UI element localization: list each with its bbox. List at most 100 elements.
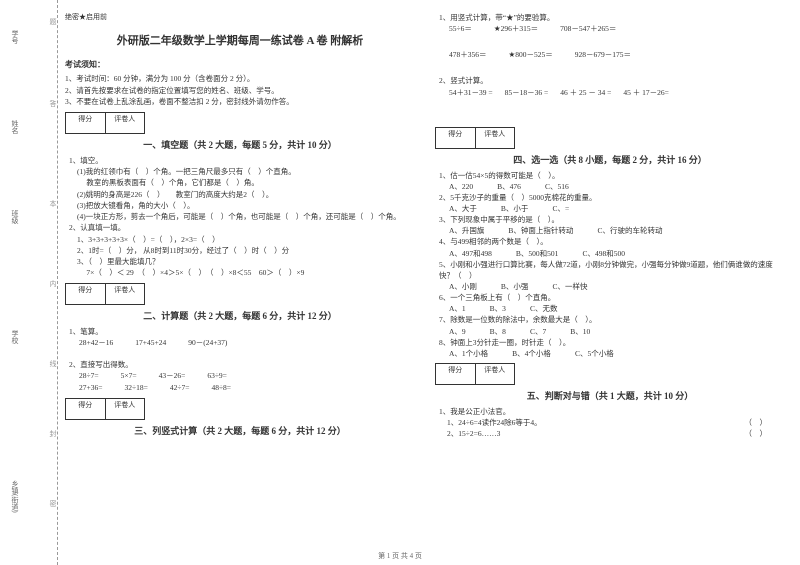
seal-mark-2: 答: [48, 100, 58, 107]
opt: C、5个小格: [575, 348, 614, 359]
opt: B、3: [490, 303, 506, 314]
opt: A、9: [449, 326, 466, 337]
s1-q1: 1、填空。: [69, 155, 415, 166]
notice-3: 3、不要在试卷上乱涂乱画，卷面不整洁扣 2 分，密封线外请勿作答。: [65, 96, 415, 108]
s5-item2-text: 2、15÷2=6……3: [447, 429, 500, 438]
opt: B、小强: [501, 281, 529, 292]
score-box-4: 得分 评卷人: [435, 127, 515, 149]
s1-q1-sub2: (2)姚明的身高是226（ ） 教室门的高度大约是2（ ）。: [77, 189, 415, 200]
section-3-title: 三、列竖式计算（共 2 大题，每题 6 分，共计 12 分）: [65, 424, 415, 437]
opt: A、220: [449, 181, 473, 192]
page-footer: 第 1 页 共 4 页: [0, 551, 800, 561]
opt: C、无数: [530, 303, 558, 314]
calc-item: 28÷7=: [79, 370, 99, 382]
s4-i1-q: 1、估一估54×5的得数可能是（ ）。: [439, 170, 785, 181]
page-content: 绝密★启用前 外研版二年级数学上学期每周一练试卷 A 卷 附解析 考试须知： 1…: [65, 12, 785, 552]
s4-i8-opts: A、1个小格 B、4个小格 C、5个小格: [449, 348, 785, 359]
calc-item: ★800－525＝: [509, 49, 553, 61]
s1-q2: 2、认真填一填。: [69, 222, 415, 233]
opt: B、10: [570, 326, 590, 337]
s4-i7-opts: A、9 B、8 C、7 B、10: [449, 326, 785, 337]
grader-label: 评卷人: [106, 113, 145, 133]
r-q1-row2: 478＋356＝ ★800－525＝ 928－679－175＝: [449, 49, 785, 61]
s1-q1-sub1: 教室的黑板表面有（ ）个角，它们都是（ ）角。: [77, 177, 415, 188]
r-q2-row: 54＋31－39 = 85－18－36 = 46 ＋ 25 － 34 = 45 …: [449, 87, 785, 99]
s4-i7-q: 7、除数是一位数的除法中，余数最大是（ ）。: [439, 314, 785, 325]
opt: B、8: [490, 326, 506, 337]
s1-q1-sub4: (4)一块正方形，剪去一个角后，可能是（ ）个角，也可能是（ ）个角，还可能是（…: [77, 211, 415, 222]
bind-label-name: 姓名: [10, 120, 20, 134]
s4-i1-opts: A、220 B、476 C、516: [449, 181, 785, 192]
s1-q2-sub2: 3、（ ）里最大能填几？: [77, 256, 415, 267]
s4-i6-q: 6、一个三角板上有（ ）个直角。: [439, 292, 785, 303]
s4-i2-q: 2、5千克沙子的重量（ ）5000克棉花的重量。: [439, 192, 785, 203]
calc-item: 32÷18=: [124, 382, 147, 394]
opt: C、=: [552, 203, 569, 214]
s4-i8-q: 8、钟面上3分针走一圈，时针走（ ）。: [439, 337, 785, 348]
grader-label: 评卷人: [106, 284, 145, 304]
opt: A、小刚: [449, 281, 477, 292]
s4-i5-q: 5、小刚和小强进行口算比赛，每人做72道，小刚8分钟做完，小强每分钟做9道题，他…: [439, 259, 785, 282]
opt: B、476: [497, 181, 521, 192]
s2-q2-row1: 28÷7= 5×7= 43－26= 63÷9=: [79, 370, 415, 382]
grader-label: 评卷人: [106, 399, 145, 419]
s2-q2-row2: 27+36= 32÷18= 42÷7= 48÷8=: [79, 382, 415, 394]
score-label: 得分: [436, 128, 476, 148]
opt: C、516: [545, 181, 569, 192]
notice-label: 考试须知：: [65, 59, 415, 70]
calc-item: ★296＋315＝: [494, 23, 538, 35]
s4-i6-opts: A、1 B、3 C、无数: [449, 303, 785, 314]
calc-item: 928－679－175＝: [575, 49, 631, 61]
opt: A、升国旗: [449, 225, 484, 236]
r-q1-row1: 55÷6＝ ★296＋315＝ 708－547＋265＝: [449, 23, 785, 35]
opt: A、大于: [449, 203, 477, 214]
calc-item: 45 ＋ 17－26=: [623, 87, 668, 99]
section-1-title: 一、填空题（共 2 大题，每题 5 分，共计 10 分）: [65, 138, 415, 151]
binding-margin: 学号 姓名 班级 学校 乡镇(街道) 题 答 本 内 线 封 密: [0, 0, 58, 565]
s4-i2-opts: A、大于 B、小于 C、=: [449, 203, 785, 214]
bind-label-class: 班级: [10, 210, 20, 224]
calc-item: 54＋31－39 =: [449, 87, 493, 99]
calc-item: 85－18－36 =: [505, 87, 549, 99]
seal-mark-5: 线: [48, 360, 58, 367]
s4-i5-opts: A、小刚 B、小强 C、一样快: [449, 281, 785, 292]
opt: A、1: [449, 303, 466, 314]
seal-mark-3: 本: [48, 200, 58, 207]
bind-label-town: 乡镇(街道): [10, 480, 20, 513]
left-column: 绝密★启用前 外研版二年级数学上学期每周一练试卷 A 卷 附解析 考试须知： 1…: [65, 12, 415, 552]
calc-item: 708－547＋265＝: [560, 23, 616, 35]
calc-item: 55÷6＝: [449, 23, 472, 35]
s4-i4-q: 4、与499相邻的两个数是（ ）。: [439, 236, 785, 247]
s1-q2-sub0: 1、3+3+3+3+3×（ ）=（ ），2×3=（ ）: [77, 234, 415, 245]
score-box-1: 得分 评卷人: [65, 112, 145, 134]
s5-item1: 1、24÷6=4读作24除6等于4。 （ ）: [447, 417, 785, 428]
s1-q2-sub3: 7×（ ）＜ 29 （ ）×4＞5×（ ） （ ）×8＜55 60＞（ ）×9: [77, 267, 415, 278]
opt: C、一样快: [552, 281, 587, 292]
judge-paren: （ ）: [745, 428, 768, 439]
score-label: 得分: [436, 364, 476, 384]
opt: C、7: [530, 326, 546, 337]
r-q2: 2、竖式计算。: [439, 75, 785, 86]
notice-2: 2、请首先按要求在试卷的指定位置填写您的姓名、班级、学号。: [65, 85, 415, 97]
seal-mark-6: 封: [48, 430, 58, 437]
calc-item: 27+36=: [79, 382, 102, 394]
seal-mark-4: 内: [48, 280, 58, 287]
opt: A、497和498: [449, 248, 492, 259]
s5-item1-text: 1、24÷6=4读作24除6等于4。: [447, 418, 542, 427]
exam-title: 外研版二年级数学上学期每周一练试卷 A 卷 附解析: [65, 32, 415, 48]
calc-item: 5×7=: [121, 370, 137, 382]
judge-paren: （ ）: [745, 417, 768, 428]
section-5-title: 五、判断对与错（共 1 大题，共计 10 分）: [435, 389, 785, 402]
r-q1: 1、用竖式计算，带“★”的要验算。: [439, 12, 785, 23]
s2-q1: 1、笔算。: [69, 326, 415, 337]
notice-1: 1、考试时间：60 分钟，满分为 100 分（含卷面分 2 分）。: [65, 73, 415, 85]
bind-label-school: 学校: [10, 330, 20, 344]
calc-item: 46 ＋ 25 － 34 =: [560, 87, 611, 99]
score-box-2: 得分 评卷人: [65, 283, 145, 305]
s1-q1-sub3: (3)把放大镜看角，角的大小（ ）。: [77, 200, 415, 211]
calc-item: 42÷7=: [170, 382, 190, 394]
bind-label-id: 学号: [10, 30, 20, 44]
calc-item: 17+45+24: [135, 337, 166, 349]
seal-mark-1: 题: [48, 18, 58, 25]
grader-label: 评卷人: [476, 128, 515, 148]
